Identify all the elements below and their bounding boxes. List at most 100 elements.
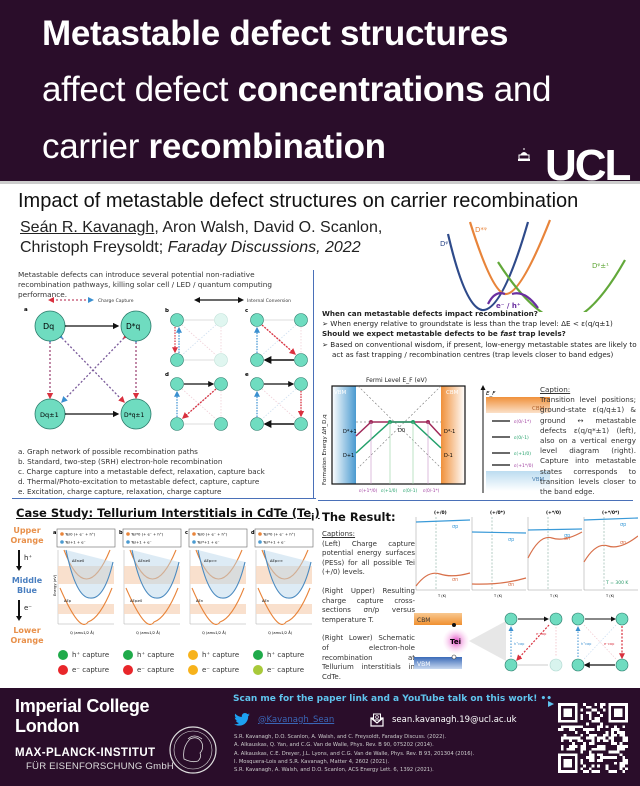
qr-module xyxy=(560,728,564,731)
qr-module xyxy=(563,725,567,729)
qr-module xyxy=(602,747,606,751)
e-cap-label: e⁻cap xyxy=(604,642,615,646)
electron-capture-item: e⁻ capture xyxy=(123,665,174,675)
pes-panel: d Tei*0 (+ e⁻ + h⁺) Tei*+1 + e⁻ ΔEp≈∞ ΔEn Q (… xyxy=(251,528,314,635)
caption-left: (Left) Charge capture potential energy s… xyxy=(322,539,415,577)
energy-annotation: ΔEp≥0 xyxy=(130,599,143,603)
transition-label: ε(0/-1) xyxy=(403,488,417,494)
fermi-caption: Caption: Transition level positions; gro… xyxy=(540,385,636,497)
qr-module xyxy=(600,705,603,709)
capture-speed-dot xyxy=(188,650,198,660)
temperature-note: T = 300 K xyxy=(605,580,629,586)
small-graph-panel: c xyxy=(245,308,308,367)
x-axis-label: T (K) xyxy=(437,594,447,598)
cbm-label: CBM xyxy=(417,617,430,624)
qr-module xyxy=(597,717,600,720)
qr-module xyxy=(602,708,606,712)
question-2: Should we expect metastable defects to b… xyxy=(322,329,637,339)
qr-module xyxy=(611,742,614,745)
energy-annotation: ΔEp≈∞ xyxy=(270,559,283,563)
email-address[interactable]: sean.kavanagh.19@ucl.ac.uk xyxy=(392,715,517,725)
recombination-graph-network: Charge Capture Internal Conversion a Dq … xyxy=(24,297,308,431)
qr-code[interactable] xyxy=(558,703,628,773)
graph-node xyxy=(170,353,184,367)
qr-module xyxy=(619,764,623,768)
qr-finder xyxy=(558,703,578,723)
qr-module xyxy=(602,739,606,743)
qr-module xyxy=(588,714,592,717)
lower-orange-pes xyxy=(125,587,179,625)
qr-module xyxy=(616,745,620,748)
pes-legend-box xyxy=(188,528,248,548)
legend-arrowhead xyxy=(48,297,54,303)
qr-module xyxy=(594,770,598,773)
electron-capture-item: e⁻ capture xyxy=(253,665,304,675)
graph-captions: a. Graph network of possible recombinati… xyxy=(18,447,308,497)
qr-module xyxy=(602,745,606,748)
sigma-p-curve xyxy=(583,517,638,521)
qr-module xyxy=(569,725,572,729)
graph-node xyxy=(214,377,228,391)
state-label: D*+1 xyxy=(343,429,357,435)
qr-module xyxy=(597,739,600,743)
twitter-handle[interactable]: @Kavanagh_Sean xyxy=(258,714,335,725)
qr-module xyxy=(588,759,592,762)
qr-module xyxy=(569,739,572,743)
coauthors: , Aron Walsh, David O. Scanlon, xyxy=(154,219,383,236)
case-study-subscript: i xyxy=(311,512,315,524)
qr-module xyxy=(574,731,578,734)
sigma-panel-title: (+/0*) xyxy=(490,510,505,516)
qr-module xyxy=(619,733,623,737)
vbm-label: VBM xyxy=(417,661,430,668)
qr-module xyxy=(588,767,592,771)
label-line: Blue xyxy=(17,586,37,595)
legend-dot-orange xyxy=(192,532,196,536)
qr-module xyxy=(588,753,592,757)
qr-module xyxy=(580,750,584,754)
hole-label: h⁺ xyxy=(24,554,33,562)
panel-letter-a: a xyxy=(24,307,28,313)
qr-module xyxy=(600,753,603,757)
qr-module xyxy=(572,745,575,748)
question-1: When can metastable defects impact recom… xyxy=(322,309,538,318)
capture-label: e⁻ capture xyxy=(72,666,110,674)
lower-band xyxy=(190,604,246,614)
qr-module xyxy=(580,714,584,717)
lower-orange-label: Lower Orange xyxy=(6,626,48,646)
schematic-graph-1: h⁺cap e⁻cap xyxy=(504,612,563,672)
qr-module xyxy=(602,736,606,740)
qr-module xyxy=(580,739,584,743)
qr-module xyxy=(580,767,584,771)
qr-module xyxy=(580,759,584,762)
qr-module xyxy=(591,742,595,745)
edge xyxy=(182,388,217,419)
capture-speed-dot xyxy=(253,650,263,660)
qr-module xyxy=(580,717,584,720)
panel-letter: c xyxy=(245,308,248,314)
qr-module xyxy=(574,725,578,729)
qr-module xyxy=(583,742,586,745)
reference: S.R. Kavanagh, A. Walsh, and D.O. Scanlo… xyxy=(234,767,434,774)
hole-capture-item: h⁺ capture xyxy=(253,650,304,660)
qr-module xyxy=(614,770,617,773)
energy-annotation: ΔEn≥0 xyxy=(138,559,151,563)
twitter-link[interactable]: @Kavanagh_Sean xyxy=(234,713,334,726)
vbm-label: VBM xyxy=(334,390,347,396)
qr-module xyxy=(619,742,623,745)
legend-dot-blue xyxy=(60,540,64,544)
qr-module xyxy=(600,714,603,717)
legend-arrowhead xyxy=(88,297,94,303)
panel-letter: c xyxy=(185,530,188,536)
reference: A. Alkauskas, C.E. Dreyer, J.L. Lyons, a… xyxy=(234,750,475,757)
lower-band xyxy=(124,604,180,614)
node-dstar-q1: D*q±1 xyxy=(120,398,152,430)
qr-module xyxy=(605,725,609,729)
schematic-graph-2: h⁺cap e⁻cap xyxy=(571,612,629,672)
graph-node xyxy=(250,313,264,327)
qr-module xyxy=(594,703,598,706)
energy-annotation: ΔEn≥0 xyxy=(72,559,85,563)
fermi-ylabel: Formation Energy ΔH_D,q xyxy=(322,414,328,485)
legend-conversion-label: Internal Conversion xyxy=(247,298,291,304)
email-link[interactable]: sean.kavanagh.19@ucl.ac.uk xyxy=(370,713,517,727)
